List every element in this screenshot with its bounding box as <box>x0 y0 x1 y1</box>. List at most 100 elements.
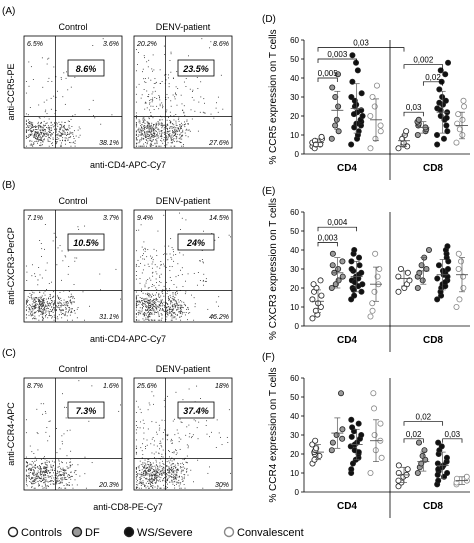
event-dot <box>156 309 158 311</box>
event-dot <box>35 125 36 127</box>
event-dot <box>164 472 166 474</box>
event-dot <box>43 302 45 304</box>
event-dot <box>28 121 30 123</box>
event-dot <box>43 487 45 489</box>
event-dot <box>49 138 51 140</box>
event-dot <box>180 470 182 472</box>
event-dot <box>203 273 205 275</box>
event-dot <box>180 304 182 306</box>
data-point <box>318 133 325 140</box>
event-dot <box>31 464 33 466</box>
event-dot <box>43 138 45 140</box>
y-tick-label: 50 <box>290 227 299 236</box>
event-dot <box>161 124 163 126</box>
event-dot <box>140 479 142 481</box>
event-dot <box>150 467 152 469</box>
event-dot <box>48 118 50 120</box>
event-dot <box>33 297 35 299</box>
event-dot <box>173 481 175 483</box>
event-dot <box>156 445 158 447</box>
event-dot <box>149 277 151 279</box>
event-dot <box>181 313 183 315</box>
event-dot <box>197 130 199 132</box>
chart-y-axis-label: % CXCR3 expression on T cells <box>268 198 279 340</box>
event-dot <box>156 143 158 145</box>
event-dot <box>152 129 154 131</box>
event-dot <box>28 85 30 87</box>
event-dot <box>142 318 144 320</box>
event-dot <box>72 133 74 135</box>
event-dot <box>51 133 53 135</box>
event-dot <box>147 140 149 142</box>
event-dot <box>161 302 163 304</box>
event-dot <box>177 481 179 483</box>
event-dot <box>69 314 71 316</box>
event-dot <box>157 486 159 488</box>
event-dot <box>37 473 39 475</box>
event-dot <box>167 395 169 397</box>
event-dot <box>139 122 141 124</box>
data-point <box>395 288 402 295</box>
event-dot <box>143 117 145 119</box>
event-dot <box>171 477 173 478</box>
event-dot <box>159 96 160 98</box>
event-dot <box>64 255 66 257</box>
event-dot <box>159 119 161 120</box>
event-dot <box>75 135 77 137</box>
event-dot <box>144 247 146 249</box>
event-dot <box>75 473 77 475</box>
event-dot <box>160 130 162 132</box>
data-point <box>434 296 441 303</box>
event-dot <box>33 472 35 474</box>
event-dot <box>60 132 62 134</box>
event-dot <box>39 304 41 306</box>
event-dot <box>148 293 150 295</box>
event-dot <box>32 466 33 468</box>
event-dot <box>45 474 47 476</box>
event-dot <box>179 306 181 308</box>
event-dot <box>141 475 143 477</box>
event-dot <box>182 458 184 460</box>
event-dot <box>142 68 144 70</box>
event-dot <box>151 468 153 470</box>
event-dot <box>35 478 37 480</box>
event-dot <box>183 112 185 114</box>
event-dot <box>195 420 197 422</box>
event-dot <box>137 64 138 65</box>
event-dot <box>158 281 160 283</box>
event-dot <box>35 132 37 134</box>
event-dot <box>55 76 57 78</box>
event-dot <box>185 312 187 313</box>
event-dot <box>57 480 59 482</box>
event-dot <box>178 479 180 481</box>
event-dot <box>179 269 181 271</box>
event-dot <box>147 428 149 430</box>
event-dot <box>141 304 143 306</box>
event-dot <box>165 139 167 141</box>
event-dot <box>78 380 80 382</box>
event-dot <box>25 131 27 133</box>
event-dot <box>183 312 185 314</box>
event-dot <box>176 452 178 454</box>
event-dot <box>37 470 39 472</box>
event-dot <box>165 476 167 478</box>
event-dot <box>59 301 61 303</box>
event-dot <box>167 477 169 479</box>
event-dot <box>32 314 34 316</box>
event-dot <box>62 462 63 464</box>
event-dot <box>33 308 35 310</box>
event-dot <box>33 317 34 319</box>
event-dot <box>35 311 37 313</box>
event-dot <box>60 306 62 308</box>
event-dot <box>155 459 157 461</box>
event-dot <box>174 477 176 479</box>
event-dot <box>135 101 137 103</box>
event-dot <box>31 472 33 474</box>
event-dot <box>170 319 172 321</box>
event-dot <box>59 291 61 293</box>
event-dot <box>65 469 67 471</box>
group-label: CD8 <box>423 501 443 512</box>
event-dot <box>58 487 60 488</box>
event-dot <box>84 319 85 321</box>
event-dot <box>58 307 60 309</box>
